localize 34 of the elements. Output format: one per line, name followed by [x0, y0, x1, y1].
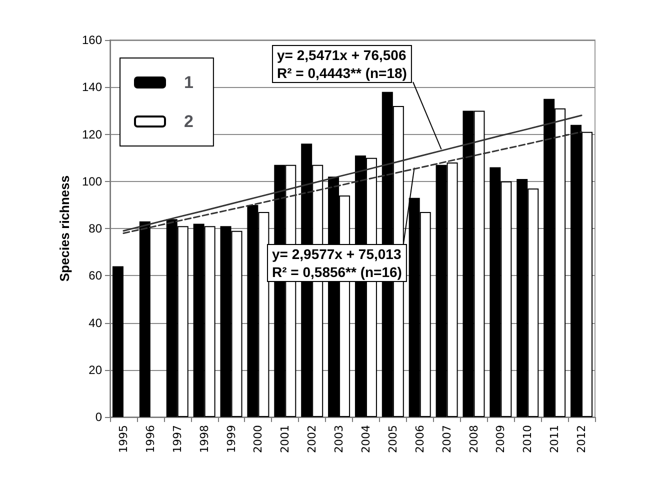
y-tick-label: 160 [82, 33, 102, 47]
y-tick-label: 80 [88, 222, 102, 236]
x-tick-label: 2012 [575, 425, 588, 453]
x-tick-label: 1997 [170, 425, 184, 453]
x-tick-label: 2004 [359, 425, 372, 453]
annotation: y= 2,5471x + 76,506 R² = 0,4443** (n=18) [277, 47, 407, 81]
x-tick-label: 2001 [278, 425, 292, 453]
bar [112, 266, 124, 417]
y-tick-label: 0 [95, 410, 102, 424]
legend-label: 2 [184, 112, 194, 131]
y-tick-label: 140 [82, 80, 102, 94]
x-tick-label: 1998 [198, 425, 211, 453]
y-tick-label: 20 [88, 362, 102, 377]
y-axis-title: Species richness [57, 175, 72, 282]
y-tick-label: 100 [82, 174, 102, 188]
x-tick-label: 2003 [332, 425, 346, 453]
y-tick-label: 120 [82, 127, 102, 142]
annotation: y= 2,9577x + 75,013 R² = 0,5856** (n=16) [272, 246, 402, 280]
x-tick-label: 2000 [252, 425, 265, 453]
x-tick-label: 1996 [144, 425, 157, 453]
x-tick-label: 2006 [413, 425, 426, 453]
x-tick-label: 2002 [306, 425, 319, 453]
y-tick-label: 40 [88, 316, 102, 330]
y-tick-label: 60 [88, 268, 102, 283]
x-tick-label: 2011 [548, 425, 562, 453]
x-tick-label: 2007 [440, 425, 454, 453]
legend-label: 1 [184, 73, 194, 92]
x-tick-label: 2005 [386, 425, 400, 453]
x-tick-label: 2009 [494, 425, 508, 453]
x-tick-label: 1995 [116, 425, 130, 453]
x-tick-label: 1999 [224, 425, 238, 453]
x-tick-label: 2008 [467, 425, 480, 453]
bar [139, 221, 150, 417]
x-tick-label: 2010 [521, 425, 534, 453]
